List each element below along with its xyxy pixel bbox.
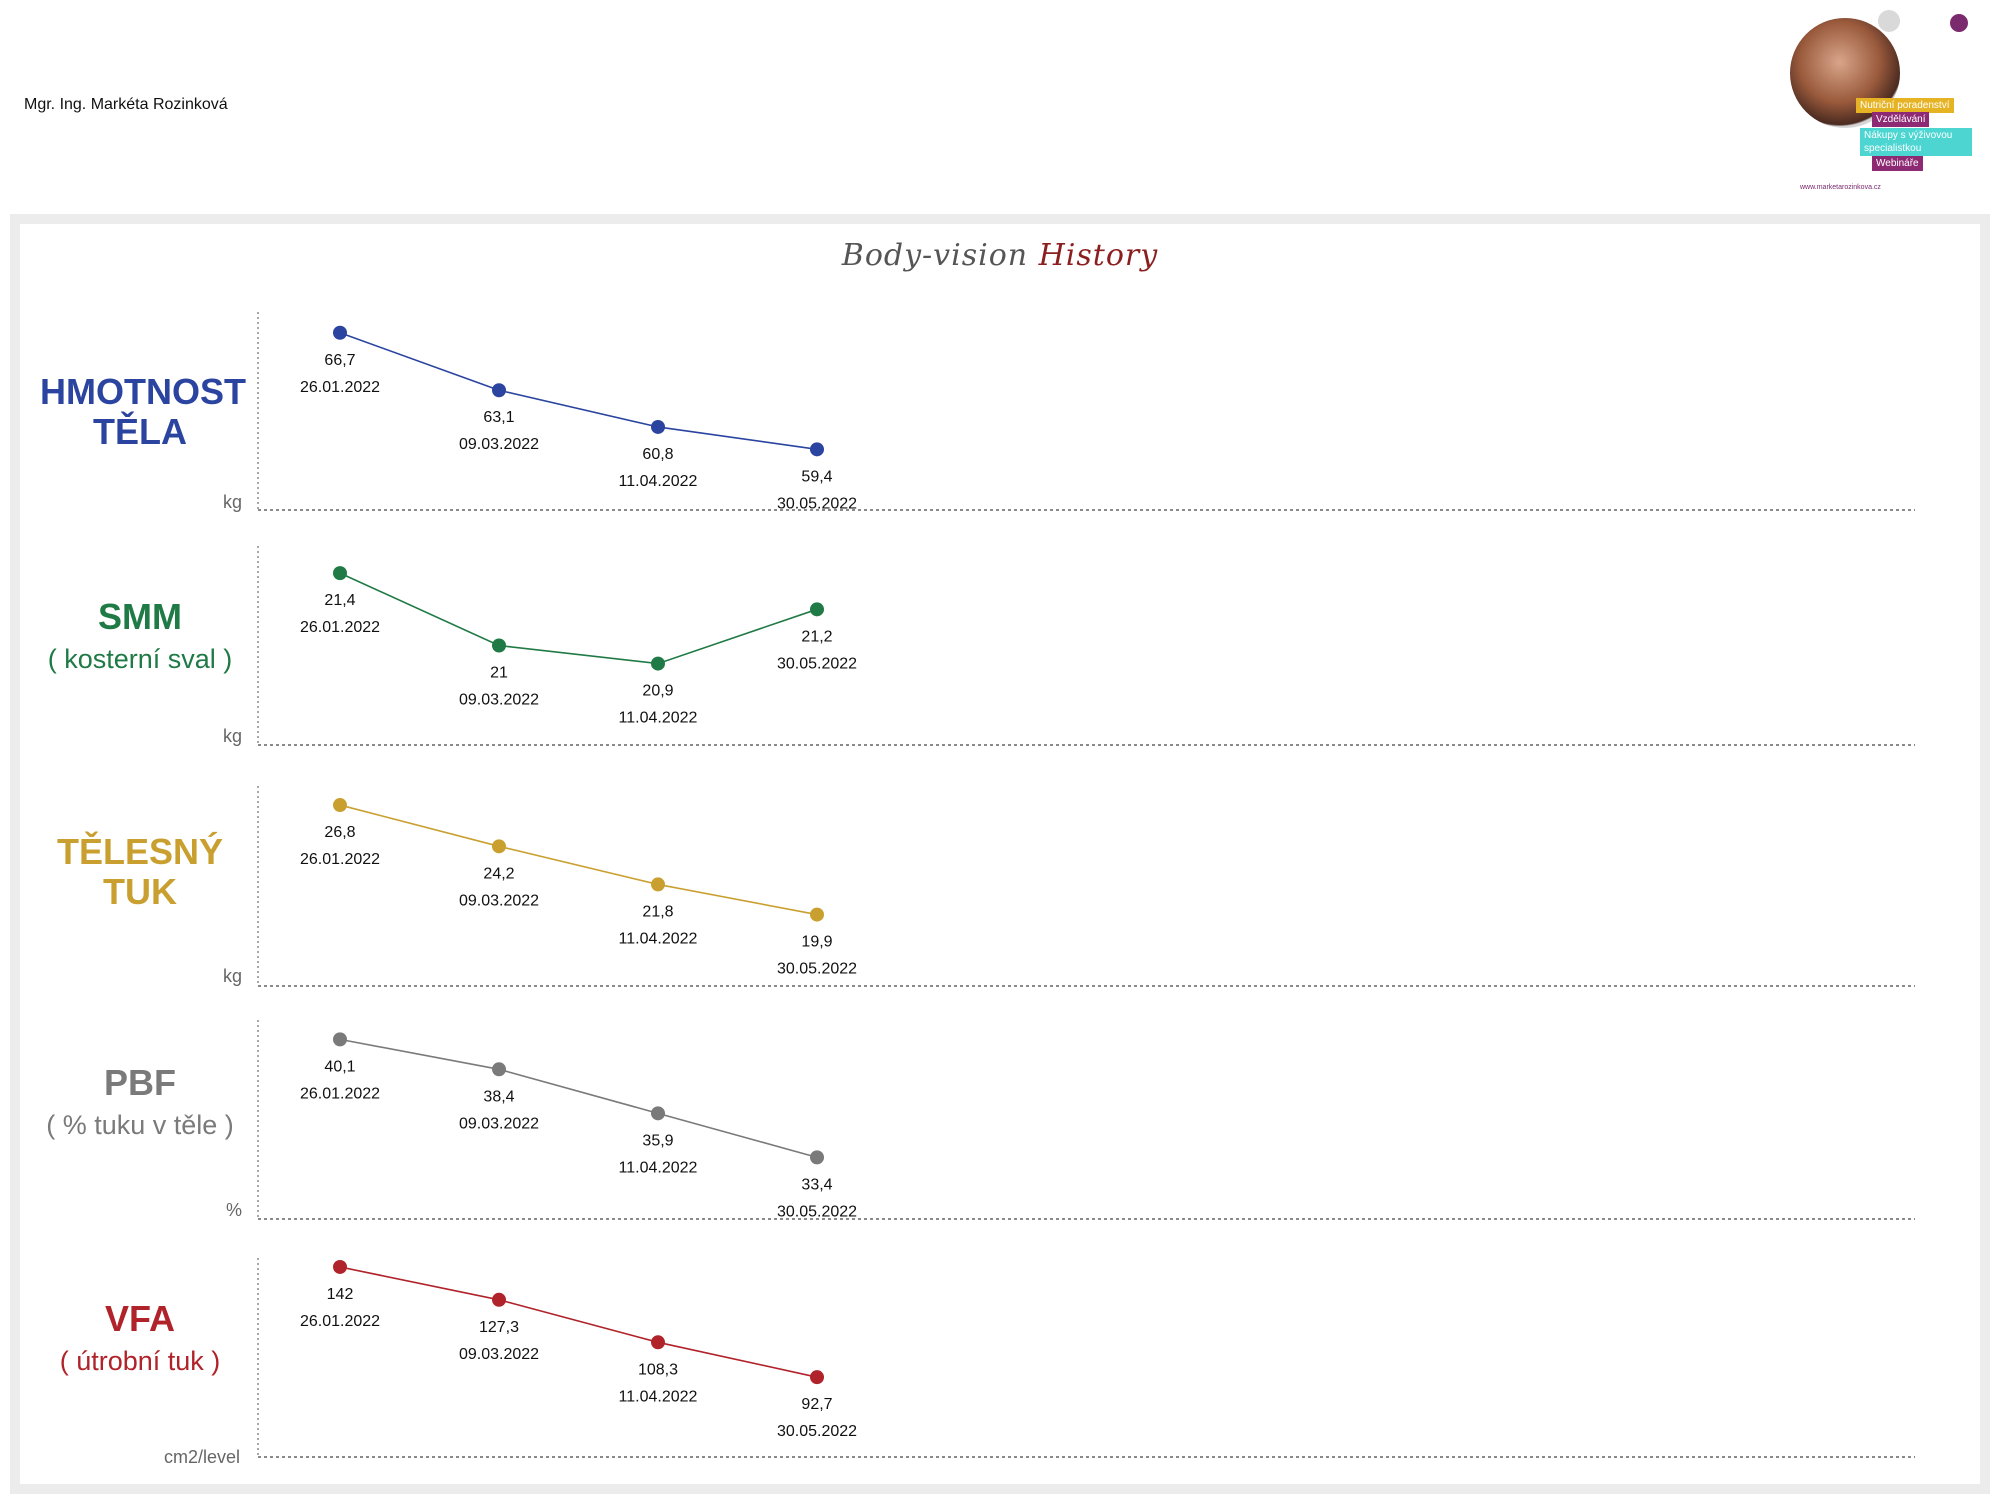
- logo-url: www.marketarozinkova.cz: [1800, 184, 1881, 191]
- date-label: 09.03.2022: [459, 436, 539, 453]
- row-label-weight: HMOTNOST TĚLA: [20, 372, 260, 452]
- date-label: 09.03.2022: [459, 692, 539, 709]
- data-point: [333, 566, 347, 581]
- row-unit: %: [225, 1200, 242, 1220]
- data-label: 60,8: [642, 446, 673, 463]
- series-line: [339, 804, 818, 916]
- row-label-pbf: PBF ( % tuku v těle ): [20, 1063, 260, 1143]
- logo-dot: [1878, 10, 1900, 32]
- data-label: 21,4: [324, 592, 355, 609]
- brand-mark-icon: [1950, 14, 1968, 32]
- date-label: 30.05.2022: [777, 655, 857, 672]
- data-label: 21,2: [801, 628, 832, 645]
- data-point: [333, 1032, 347, 1047]
- data-point: [810, 1370, 824, 1385]
- data-label: 24,2: [483, 865, 514, 882]
- data-point: [810, 602, 824, 617]
- logo-tag: Nutriční poradenství: [1856, 98, 1954, 113]
- data-label: 63,1: [483, 409, 514, 426]
- data-label: 26,8: [324, 824, 355, 841]
- logo-tag: Nákupy s výživovou specialistkou: [1860, 128, 1972, 156]
- row-unit: kg: [222, 492, 242, 512]
- series-line: [339, 332, 818, 451]
- date-label: 30.05.2022: [777, 1423, 857, 1440]
- data-label: 92,7: [801, 1396, 832, 1413]
- date-label: 26.01.2022: [300, 619, 380, 636]
- data-label: 33,4: [801, 1176, 832, 1193]
- data-label: 66,7: [324, 352, 355, 369]
- data-point: [810, 442, 824, 457]
- data-label: 21,8: [642, 903, 673, 920]
- date-label: 11.04.2022: [619, 710, 698, 727]
- row-title: SMM: [98, 596, 182, 637]
- page-title: Body-vision History: [0, 238, 2000, 273]
- date-label: 30.05.2022: [777, 961, 857, 978]
- data-label: 127,3: [479, 1319, 519, 1336]
- data-label: 20,9: [642, 683, 673, 700]
- row-label-body-fat: TĚLESNÝ TUK: [20, 832, 260, 912]
- data-point: [333, 798, 347, 813]
- date-label: 09.03.2022: [459, 1115, 539, 1132]
- series-line: [339, 572, 818, 665]
- date-label: 11.04.2022: [619, 1388, 698, 1405]
- row-unit: cm2/level: [163, 1447, 240, 1467]
- data-label: 40,1: [324, 1058, 355, 1075]
- data-point: [651, 656, 665, 671]
- series-line: [339, 1038, 818, 1159]
- date-label: 09.03.2022: [459, 892, 539, 909]
- data-point: [651, 877, 665, 892]
- data-point: [810, 907, 824, 922]
- date-label: 11.04.2022: [619, 930, 698, 947]
- row-unit: kg: [222, 726, 242, 746]
- logo-tag: Vzdělávání: [1872, 112, 1930, 127]
- date-label: 30.05.2022: [777, 1203, 857, 1220]
- data-point: [492, 1062, 506, 1077]
- brand-logo: Nutriční poradenství Vzdělávání Nákupy s…: [1790, 10, 1980, 200]
- title-part-1: Body-vision: [841, 238, 1029, 273]
- data-point: [333, 1259, 347, 1274]
- date-label: 26.01.2022: [300, 379, 380, 396]
- data-point: [492, 383, 506, 398]
- date-label: 26.01.2022: [300, 1085, 380, 1102]
- data-label: 21: [490, 665, 508, 682]
- chart-panel: [10, 214, 1990, 1494]
- data-point: [651, 1106, 665, 1121]
- data-label: 35,9: [642, 1132, 673, 1149]
- date-label: 09.03.2022: [459, 1346, 539, 1363]
- date-label: 30.05.2022: [777, 495, 857, 512]
- row-unit: kg: [222, 966, 242, 986]
- row-title: PBF: [104, 1062, 176, 1103]
- author-name: Mgr. Ing. Markéta Rozinková: [24, 96, 228, 113]
- data-point: [492, 839, 506, 854]
- data-point: [492, 638, 506, 653]
- data-label: 142: [327, 1286, 354, 1303]
- data-label: 38,4: [483, 1088, 514, 1105]
- data-label: 108,3: [638, 1361, 678, 1378]
- date-label: 26.01.2022: [300, 1313, 380, 1330]
- logo-tag: Webináře: [1872, 156, 1923, 171]
- date-label: 11.04.2022: [619, 1159, 698, 1176]
- data-point: [333, 325, 347, 340]
- data-point: [810, 1150, 824, 1165]
- title-part-2: History: [1038, 238, 1159, 273]
- row-title: HMOTNOST TĚLA: [40, 371, 246, 452]
- row-title: VFA: [104, 1298, 175, 1339]
- data-label: 19,9: [801, 934, 832, 951]
- date-label: 26.01.2022: [300, 851, 380, 868]
- row-label-smm: SMM ( kosterní sval ): [20, 597, 260, 677]
- date-label: 11.04.2022: [619, 473, 698, 490]
- row-subtitle: ( % tuku v těle ): [46, 1110, 234, 1140]
- data-point: [492, 1292, 506, 1307]
- row-title: TĚLESNÝ TUK: [56, 831, 224, 912]
- data-point: [651, 1335, 665, 1350]
- data-label: 59,4: [801, 468, 832, 485]
- row-subtitle: ( kosterní sval ): [47, 644, 233, 674]
- series-line: [339, 1266, 818, 1378]
- row-label-vfa: VFA ( útrobní tuk ): [20, 1299, 260, 1379]
- data-point: [651, 419, 665, 434]
- row-subtitle: ( útrobní tuk ): [59, 1346, 221, 1376]
